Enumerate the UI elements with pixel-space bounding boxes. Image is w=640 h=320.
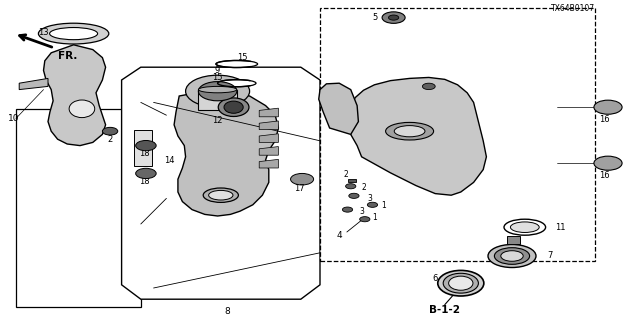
Text: FR.: FR. <box>58 51 77 61</box>
Text: TX64B0107: TX64B0107 <box>551 4 595 13</box>
Text: 12: 12 <box>212 116 223 124</box>
Ellipse shape <box>488 244 536 268</box>
Circle shape <box>360 217 370 222</box>
Ellipse shape <box>385 123 434 140</box>
Ellipse shape <box>494 248 530 264</box>
Text: 18: 18 <box>139 149 149 158</box>
Ellipse shape <box>394 126 425 137</box>
Text: 9: 9 <box>215 66 220 75</box>
Circle shape <box>422 83 435 90</box>
Text: 3: 3 <box>359 207 364 216</box>
Text: 4: 4 <box>337 231 342 240</box>
Bar <box>198 90 237 110</box>
Polygon shape <box>174 91 278 216</box>
Circle shape <box>198 82 237 101</box>
Text: 15: 15 <box>237 53 247 62</box>
Text: 1: 1 <box>381 201 387 210</box>
Ellipse shape <box>69 100 95 118</box>
Circle shape <box>342 207 353 212</box>
Ellipse shape <box>204 188 238 203</box>
Polygon shape <box>122 67 320 299</box>
Ellipse shape <box>438 270 484 296</box>
Circle shape <box>136 168 156 179</box>
Text: 2: 2 <box>343 170 348 179</box>
Text: 14: 14 <box>164 156 175 165</box>
Bar <box>134 130 152 166</box>
Ellipse shape <box>449 276 473 290</box>
Text: 17: 17 <box>294 184 305 193</box>
Ellipse shape <box>216 60 258 68</box>
Text: 3: 3 <box>367 194 372 203</box>
Text: 2: 2 <box>108 135 113 144</box>
Text: 1: 1 <box>372 213 377 222</box>
Polygon shape <box>319 83 358 134</box>
Text: 13: 13 <box>38 28 49 36</box>
Circle shape <box>367 202 378 207</box>
Polygon shape <box>259 134 278 142</box>
Ellipse shape <box>209 190 233 200</box>
Ellipse shape <box>224 101 243 113</box>
Circle shape <box>291 173 314 185</box>
Ellipse shape <box>198 86 237 93</box>
Text: 6: 6 <box>433 274 438 283</box>
Polygon shape <box>259 108 278 117</box>
Ellipse shape <box>218 80 256 87</box>
Text: 7: 7 <box>548 252 553 260</box>
Ellipse shape <box>504 219 545 235</box>
Text: 18: 18 <box>139 177 149 186</box>
Ellipse shape <box>443 273 479 293</box>
Ellipse shape <box>501 251 524 261</box>
Polygon shape <box>349 77 486 195</box>
Text: 16: 16 <box>599 115 609 124</box>
Text: 16: 16 <box>599 171 609 180</box>
Circle shape <box>594 156 622 170</box>
Text: 11: 11 <box>555 223 565 232</box>
Polygon shape <box>19 78 48 90</box>
Text: 5: 5 <box>372 13 378 22</box>
Circle shape <box>349 193 359 198</box>
Circle shape <box>102 127 118 135</box>
Polygon shape <box>259 121 278 130</box>
Text: 2: 2 <box>361 183 366 192</box>
Bar <box>16 109 141 307</box>
Ellipse shape <box>218 98 249 116</box>
Circle shape <box>388 15 399 20</box>
Circle shape <box>594 100 622 114</box>
Circle shape <box>136 140 156 151</box>
Ellipse shape <box>50 28 98 40</box>
Bar <box>507 236 520 244</box>
Text: B-1-2: B-1-2 <box>429 305 460 315</box>
Ellipse shape <box>511 222 539 232</box>
Polygon shape <box>259 147 278 155</box>
Circle shape <box>186 75 250 107</box>
Polygon shape <box>44 45 106 146</box>
Polygon shape <box>259 159 278 168</box>
Bar <box>320 8 595 261</box>
Circle shape <box>382 12 405 23</box>
Ellipse shape <box>38 23 109 44</box>
Text: 15: 15 <box>212 73 223 82</box>
Text: 10: 10 <box>8 114 20 123</box>
Circle shape <box>346 184 356 189</box>
Text: 8: 8 <box>225 308 230 316</box>
Bar <box>348 179 356 182</box>
